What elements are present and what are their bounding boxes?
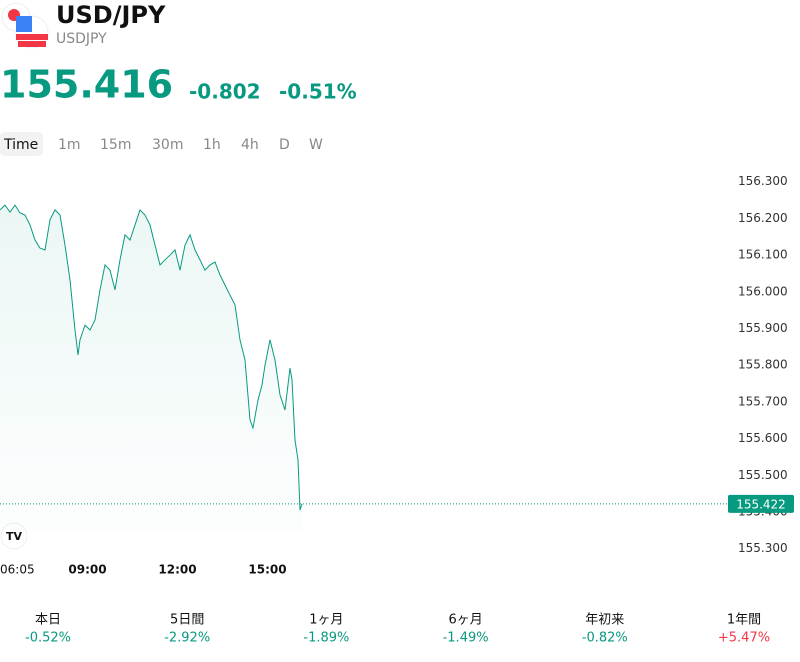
period-value: -0.52% <box>25 631 71 646</box>
x-tick-label: 12:00 <box>158 563 196 577</box>
x-tick-label: 06:05 <box>0 563 35 577</box>
period-value: -1.49% <box>443 631 489 646</box>
x-tick-label: 09:00 <box>68 563 106 577</box>
y-tick-label: 155.700 <box>738 394 788 408</box>
period-value: +5.47% <box>718 631 770 646</box>
change: -0.802 <box>189 80 261 104</box>
y-tick-label: 155.800 <box>738 358 788 372</box>
last-price-badge <box>728 494 794 513</box>
last-price-label: 155.422 <box>736 497 786 511</box>
y-tick-label: 156.300 <box>738 174 788 188</box>
y-tick-label: 156.200 <box>738 211 788 225</box>
change-percent: -0.51% <box>279 80 357 104</box>
period-label: 5日間 <box>170 613 204 628</box>
price-line <box>0 204 303 511</box>
period-label: 年初来 <box>585 613 624 628</box>
y-tick-label: 155.600 <box>738 431 788 445</box>
period-value: -1.89% <box>303 631 349 646</box>
y-tick-label: 156.000 <box>738 284 788 298</box>
timeframe-tab[interactable]: 1m <box>58 137 81 153</box>
area-fill <box>0 205 302 530</box>
symbol: USDJPY <box>56 31 107 47</box>
timeframe-tab[interactable]: 15m <box>100 137 131 153</box>
flag-icons <box>1 2 49 49</box>
timeframe-tab[interactable]: W <box>309 137 323 153</box>
tab-active-bg <box>0 132 43 156</box>
timeframe-tab[interactable]: Time <box>3 137 38 153</box>
period-value: -2.92% <box>164 631 210 646</box>
period-label: 6ヶ月 <box>448 613 482 628</box>
y-tick-label: 156.100 <box>738 248 788 262</box>
x-tick-label: 15:00 <box>248 563 286 577</box>
period-label: 1年間 <box>727 613 761 628</box>
title: USD/JPY <box>56 1 166 29</box>
y-tick-label: 155.300 <box>738 541 788 555</box>
svg-text:TV: TV <box>6 530 23 543</box>
period-value: -0.82% <box>582 631 628 646</box>
y-tick-label: 155.900 <box>738 321 788 335</box>
y-tick-label: 155.500 <box>738 468 788 482</box>
period-label: 1ヶ月 <box>309 613 343 628</box>
timeframe-tab[interactable]: 1h <box>203 137 221 153</box>
period-label: 本日 <box>35 613 61 628</box>
timeframe-tab[interactable]: 4h <box>241 137 259 153</box>
price: 155.416 <box>0 63 173 107</box>
timeframe-tab[interactable]: 30m <box>152 137 183 153</box>
timeframe-tab[interactable]: D <box>279 137 290 153</box>
